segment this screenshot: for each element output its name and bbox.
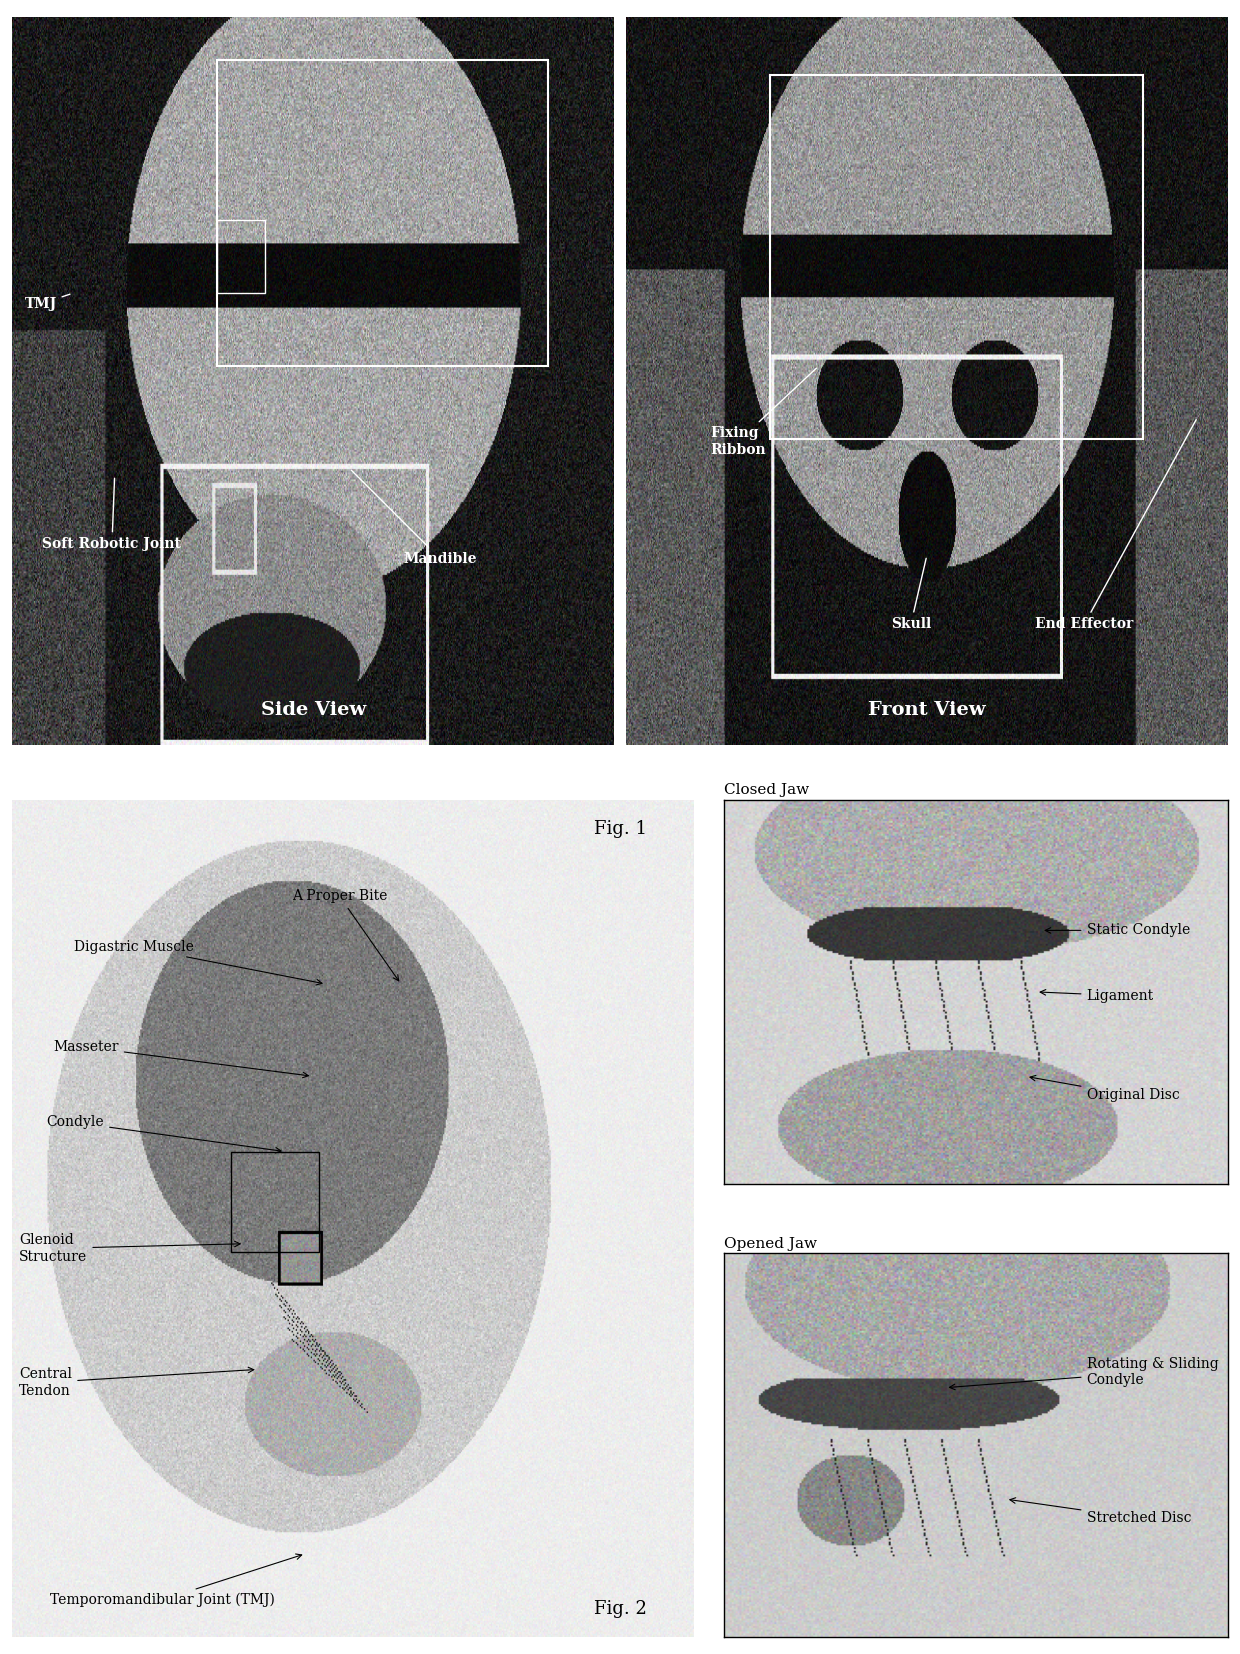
Text: Masseter: Masseter: [53, 1040, 309, 1078]
Text: Fig. 2: Fig. 2: [594, 1599, 646, 1618]
Text: Mandible: Mandible: [351, 470, 477, 566]
Text: Side View: Side View: [260, 701, 366, 719]
Bar: [217, 220, 265, 293]
Text: TMJ: TMJ: [25, 294, 69, 311]
Text: Digastric Muscle: Digastric Muscle: [73, 939, 322, 986]
Text: Rotating & Sliding
Condyle: Rotating & Sliding Condyle: [950, 1356, 1218, 1389]
Text: Temporomandibular Joint (TMJ): Temporomandibular Joint (TMJ): [50, 1555, 301, 1608]
Text: A Proper Bite: A Proper Bite: [291, 890, 399, 981]
Text: Fig. 1: Fig. 1: [594, 820, 646, 839]
Text: Soft Robotic Joint: Soft Robotic Joint: [42, 478, 181, 551]
Text: Central
Tendon: Central Tendon: [19, 1368, 254, 1398]
Text: Static Condyle: Static Condyle: [1045, 923, 1189, 938]
Text: Opened Jaw: Opened Jaw: [724, 1237, 817, 1250]
Text: End Effector: End Effector: [1035, 420, 1197, 632]
Bar: [770, 74, 1143, 438]
Text: Condyle: Condyle: [46, 1115, 281, 1153]
Bar: [217, 60, 548, 366]
Text: Fixing
Ribbon: Fixing Ribbon: [711, 369, 816, 457]
Text: Ligament: Ligament: [1040, 989, 1153, 1002]
Text: Front View: Front View: [868, 701, 986, 719]
Text: Closed Jaw: Closed Jaw: [724, 784, 808, 797]
Text: Stretched Disc: Stretched Disc: [1009, 1499, 1190, 1525]
Text: Original Disc: Original Disc: [1030, 1075, 1179, 1103]
Text: Skull: Skull: [890, 559, 931, 632]
Bar: [231, 1151, 319, 1252]
Text: Glenoid
Structure: Glenoid Structure: [19, 1234, 241, 1264]
